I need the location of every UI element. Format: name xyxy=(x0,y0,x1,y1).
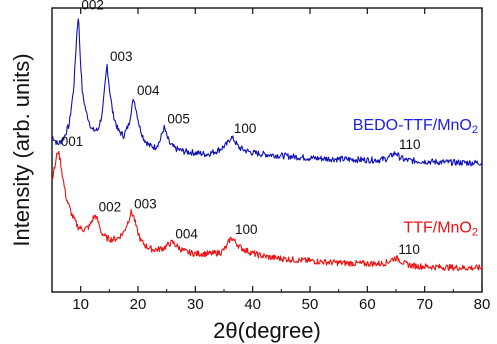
y-axis-title: Intensity (arb. units) xyxy=(9,53,34,246)
x-tick-label-30: 30 xyxy=(187,296,204,313)
x-tick-label-50: 50 xyxy=(302,296,319,313)
peak-label-1-2: 003 xyxy=(134,197,157,212)
peak-label-0-4: 100 xyxy=(234,121,257,136)
peak-label-0-1: 003 xyxy=(110,49,133,64)
peak-label-1-5: 110 xyxy=(398,242,420,257)
series-name-label-0: BEDO-TTF/MnO2 xyxy=(353,117,478,136)
peak-label-0-3: 005 xyxy=(167,111,190,126)
x-tick-label-60: 60 xyxy=(359,296,376,313)
x-axis-title: 2θ(degree) xyxy=(213,318,321,343)
peak-label-1-4: 100 xyxy=(235,222,258,237)
x-tick-label-20: 20 xyxy=(130,296,147,313)
peak-label-0-5: 110 xyxy=(399,137,421,152)
x-tick-label-80: 80 xyxy=(474,296,491,313)
peak-label-1-1: 002 xyxy=(99,199,122,214)
tick-layer: 10 20 30 40 50 60 70 80 xyxy=(72,8,490,313)
series-layer xyxy=(51,18,483,272)
series-line-1 xyxy=(51,150,483,272)
peak-label-1-3: 004 xyxy=(175,226,198,241)
series-line-0 xyxy=(51,18,483,167)
x-tick-label-40: 40 xyxy=(244,296,261,313)
x-tick-label-70: 70 xyxy=(416,296,433,313)
peak-label-0-0: 002 xyxy=(81,0,104,13)
peak-label-0-2: 004 xyxy=(137,83,160,98)
x-tick-label-10: 10 xyxy=(72,296,89,313)
series-name-label-1: TTF/MnO2 xyxy=(403,219,478,238)
peak-label-1-0: 001 xyxy=(61,134,84,149)
plot-frame xyxy=(51,7,483,293)
